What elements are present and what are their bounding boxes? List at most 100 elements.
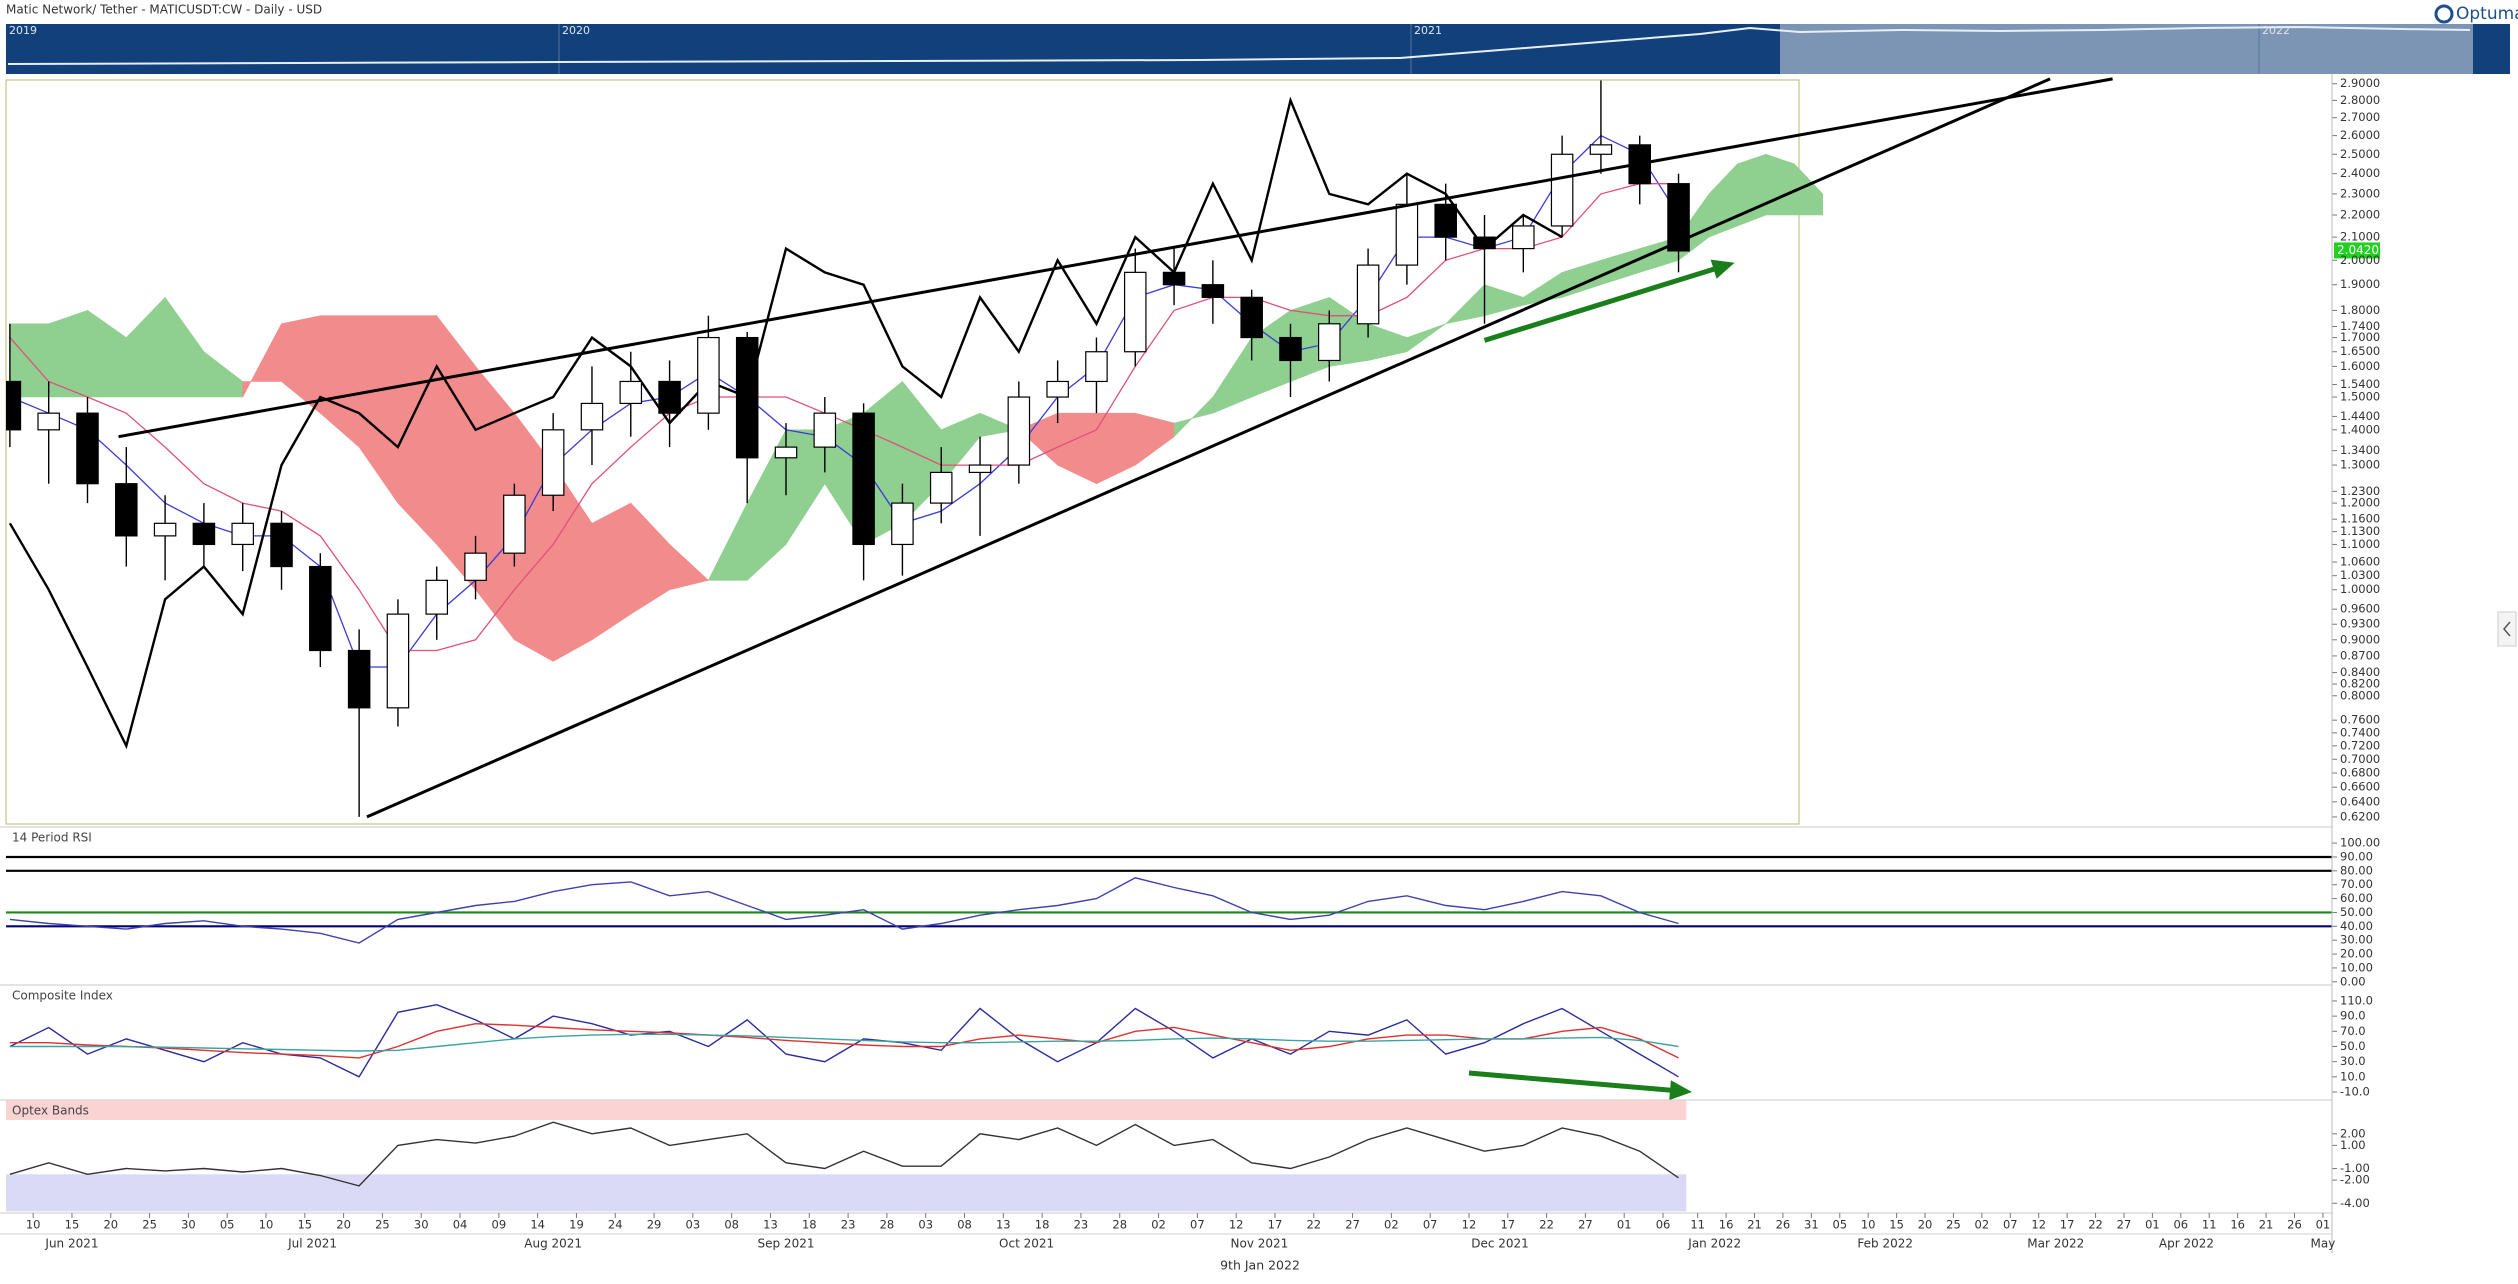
y-tick-label: 0.6600 <box>2340 780 2380 794</box>
x-tick-label: 20 <box>1918 1218 1933 1232</box>
y-tick-label: 0.6800 <box>2340 766 2380 780</box>
y-tick-label: 2.6000 <box>2340 128 2380 142</box>
candle-body <box>115 483 138 537</box>
x-tick-label: 28 <box>880 1218 895 1232</box>
x-tick-label: 03 <box>918 1218 933 1232</box>
cloud-segment <box>319 315 360 448</box>
candle-body <box>813 412 837 448</box>
y-tick-label: 0.6200 <box>2340 809 2380 823</box>
y-tick-label: 0.7600 <box>2340 713 2380 727</box>
candle-body <box>1201 284 1225 298</box>
x-tick-label: 06 <box>1656 1218 1671 1232</box>
candle-body <box>1589 144 1613 155</box>
y-tick-label: -10.0 <box>2340 1085 2370 1099</box>
x-tick-label: 18 <box>1035 1218 1050 1232</box>
y-tick-label: 1.1300 <box>2340 524 2380 538</box>
x-tick-label: 19 <box>569 1218 584 1232</box>
candle-body <box>425 579 449 615</box>
x-tick-label: 30 <box>181 1218 196 1232</box>
y-tick-label: 0.9600 <box>2340 602 2380 616</box>
last-price-box <box>2334 242 2380 259</box>
y-tick-label: 0.8000 <box>2340 688 2380 702</box>
candle-body <box>968 464 992 474</box>
month-label: May <box>2310 1237 2335 1251</box>
month-label: Jun 2021 <box>44 1237 98 1251</box>
candle-body <box>697 336 720 414</box>
y-tick-label: 2.2000 <box>2340 208 2380 222</box>
arrow <box>1483 264 1722 343</box>
x-tick-label: 10 <box>26 1218 41 1232</box>
cloud-segment <box>87 309 127 398</box>
side-toggle-button[interactable] <box>2497 611 2517 647</box>
y-tick-label: 30.0 <box>2340 1054 2366 1068</box>
month-label: Oct 2021 <box>999 1237 1054 1251</box>
cloud-segment <box>707 502 748 581</box>
x-tick-label: 15 <box>65 1218 80 1232</box>
month-label: Nov 2021 <box>1231 1237 1289 1251</box>
candle-body <box>1550 153 1574 227</box>
candle-body <box>1240 296 1263 339</box>
x-tick-label: 24 <box>608 1218 623 1232</box>
x-tick-label: 10 <box>259 1218 274 1232</box>
cloud-segment <box>1406 323 1446 353</box>
navigator: 2019 2020 2021 2022 <box>6 24 2510 74</box>
x-tick-label: 01 <box>2145 1218 2160 1232</box>
x-tick-label: 26 <box>2287 1218 2302 1232</box>
x-tick-label: 07 <box>1423 1218 1438 1232</box>
cloud-segment <box>164 296 205 398</box>
panel-title: Composite Index <box>12 989 113 1003</box>
y-tick-label: 1.6500 <box>2340 344 2380 358</box>
y-tick-label: 0.8700 <box>2340 648 2380 662</box>
x-caption: 9th Jan 2022 <box>1220 1258 1300 1273</box>
candle-body <box>1356 264 1380 325</box>
y-tick-label: 80.00 <box>2340 863 2373 877</box>
cloud-segment <box>1212 336 1252 414</box>
x-tick-label: 07 <box>1190 1218 1205 1232</box>
panel-title: 14 Period RSI <box>12 831 92 845</box>
x-tick-label: 31 <box>1804 1218 1819 1232</box>
candle-body <box>1667 183 1690 252</box>
x-tick-label: 21 <box>1747 1218 1762 1232</box>
x-tick-label: 07 <box>2003 1218 2018 1232</box>
y-tick-label: 1.0000 <box>2340 582 2380 596</box>
month-label: Jan 2022 <box>1687 1237 1741 1251</box>
indicator-line <box>9 1121 1679 1187</box>
y-tick-label: 1.5000 <box>2340 390 2380 404</box>
year-label: 2019 <box>9 24 37 37</box>
y-tick-label: 1.1600 <box>2340 512 2380 526</box>
x-tick-label: 23 <box>1074 1218 1089 1232</box>
cloud-segment <box>1765 153 1795 216</box>
x-tick-label: 27 <box>2117 1218 2132 1232</box>
y-tick-label: 0.6400 <box>2340 794 2380 808</box>
side-toggle[interactable] <box>2497 611 2517 647</box>
y-tick-label: 0.7400 <box>2340 725 2380 739</box>
cloud-segment <box>591 502 632 641</box>
x-tick-label: 08 <box>957 1218 972 1232</box>
y-tick-label: 0.9300 <box>2340 617 2380 631</box>
side-toggle-icon <box>2503 621 2511 637</box>
y-tick-label: 1.00 <box>2340 1138 2366 1152</box>
candle-body <box>1318 323 1341 362</box>
x-tick-label: 23 <box>841 1218 856 1232</box>
candle-body <box>1162 271 1186 286</box>
y-tick-label: 20.00 <box>2340 947 2373 961</box>
candle-body <box>735 336 759 459</box>
y-tick-label: -2.00 <box>2340 1173 2370 1187</box>
x-tick-label: 22 <box>1306 1218 1321 1232</box>
y-tick-label: 90.0 <box>2340 1009 2366 1023</box>
arrow-head <box>1710 259 1735 279</box>
month-label: Mar 2022 <box>2027 1237 2084 1251</box>
y-tick-label: 2.8000 <box>2340 93 2380 107</box>
y-tick-label: 2.0000 <box>2340 253 2380 267</box>
x-tick-label: 02 <box>1975 1218 1990 1232</box>
band <box>6 1100 1687 1120</box>
candle-body <box>1473 236 1496 250</box>
x-tick-label: 05 <box>1832 1218 1847 1232</box>
candle-body <box>464 552 487 581</box>
x-tick-label: 28 <box>1112 1218 1127 1232</box>
arrow-head <box>1669 1080 1692 1100</box>
y-tick-label: 90.00 <box>2340 849 2373 863</box>
y-tick-label: 10.00 <box>2340 960 2373 974</box>
indicator-line <box>9 134 1680 668</box>
